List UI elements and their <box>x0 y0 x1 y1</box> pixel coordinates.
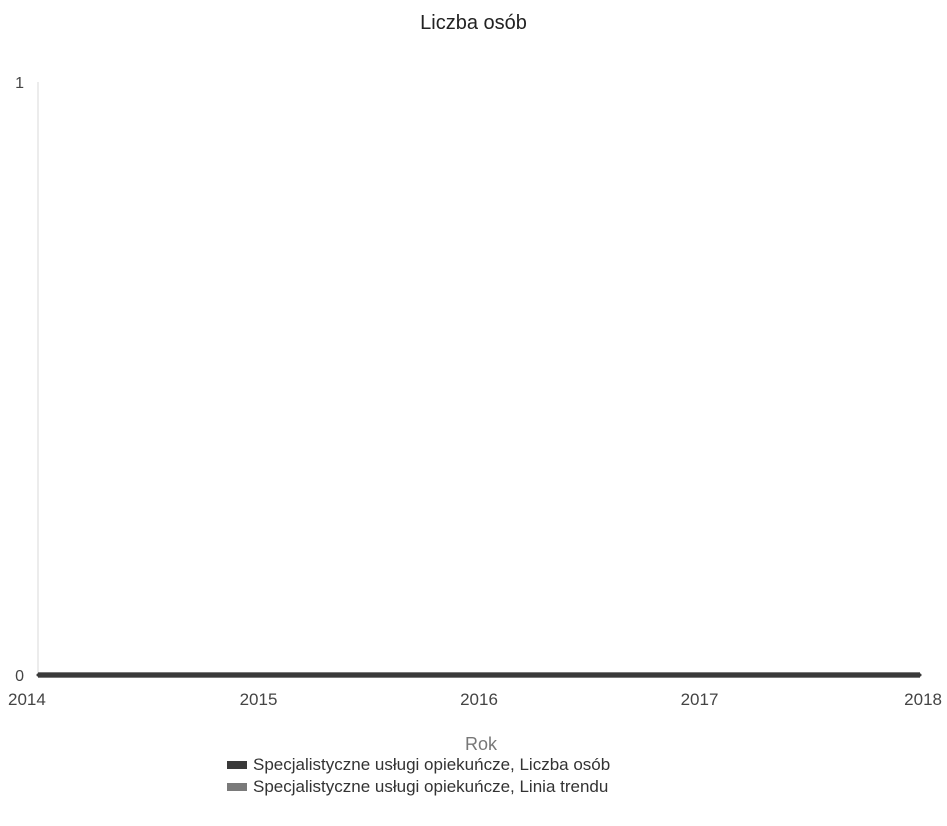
data-point[interactable] <box>918 673 922 677</box>
x-tick-label: 2015 <box>240 690 278 709</box>
data-point[interactable] <box>257 673 260 677</box>
legend-label: Specjalistyczne usługi opiekuńcze, Linia… <box>253 777 609 796</box>
data-point[interactable] <box>36 673 40 677</box>
legend-item[interactable]: Specjalistyczne usługi opiekuńcze, Linia… <box>227 776 610 798</box>
y-tick-label: 1 <box>15 75 24 92</box>
legend-swatch <box>227 761 247 769</box>
y-tick-label: 0 <box>15 668 24 685</box>
legend-label: Specjalistyczne usługi opiekuńcze, Liczb… <box>253 755 611 774</box>
x-tick-label: 2016 <box>460 690 498 709</box>
x-axis-label: Rok <box>465 734 498 754</box>
x-tick-label: 2018 <box>904 690 942 709</box>
x-tick-label: 2014 <box>8 690 46 709</box>
legend-item[interactable]: Specjalistyczne usługi opiekuńcze, Liczb… <box>227 754 610 776</box>
x-tick-label: 2017 <box>681 690 719 709</box>
chart-title: Liczba osób <box>420 12 527 34</box>
legend-swatch <box>227 783 247 791</box>
legend: Specjalistyczne usługi opiekuńcze, Liczb… <box>227 754 610 798</box>
data-point[interactable] <box>477 673 481 677</box>
data-point[interactable] <box>698 673 701 677</box>
